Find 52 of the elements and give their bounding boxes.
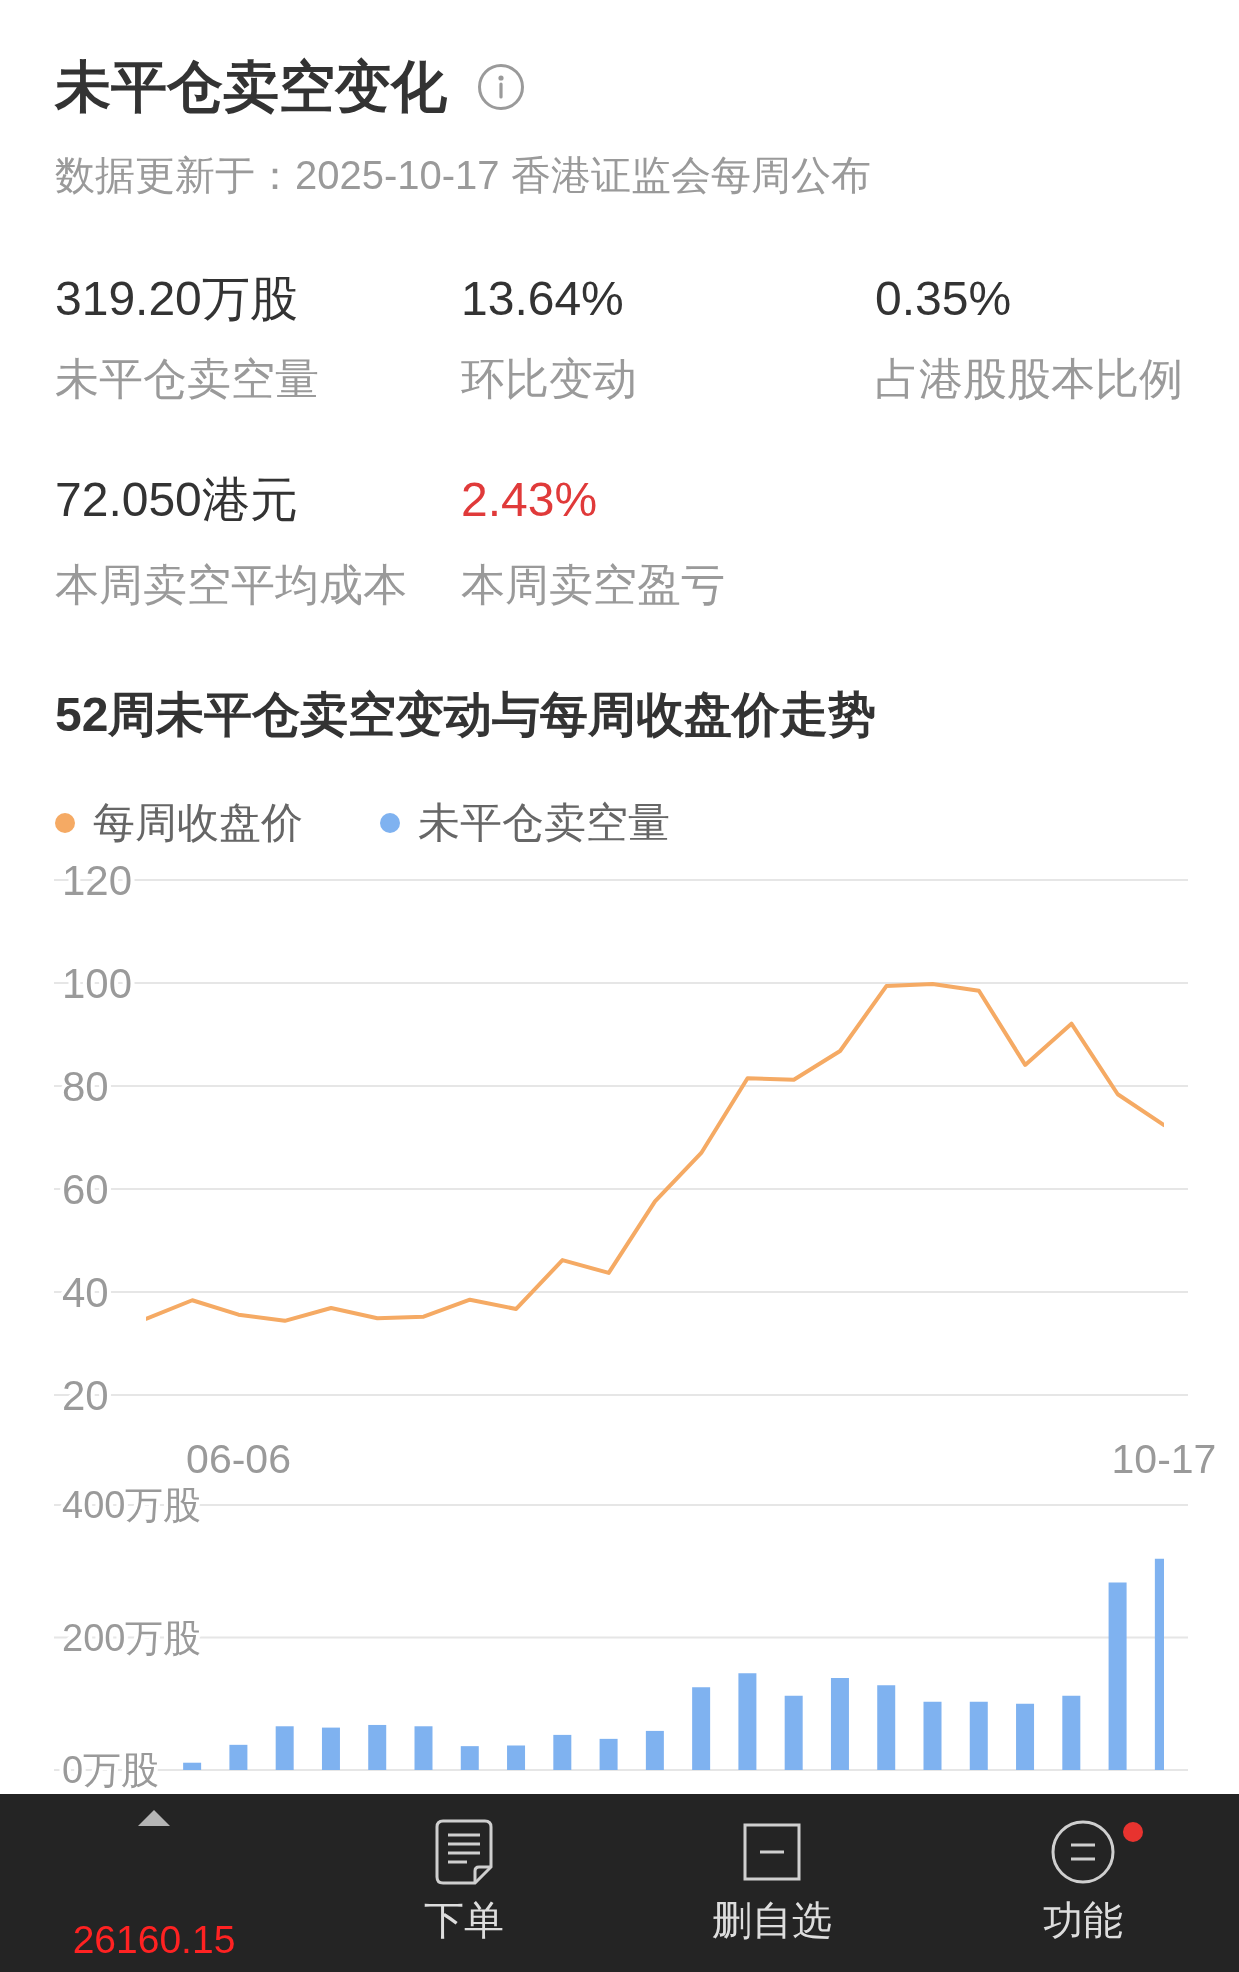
text: 功能 [1042,1897,1124,1944]
y-tick-label: 0万股 [62,1749,160,1791]
bar [368,1724,387,1770]
text: 占港股股本比例 [875,353,1183,405]
text: 未平仓卖空量 [55,353,319,405]
text: 26160.15 [71,1917,237,1963]
text: 下单 [423,1897,505,1944]
bar [923,1701,942,1770]
x-tick-label: 06-06 [186,1436,291,1482]
text: 13.64% [461,271,624,327]
bar [738,1673,757,1770]
text: 319.20万股 [55,271,298,327]
line-series [146,982,1164,1323]
x-tick-label: 10-17 [1111,1436,1217,1482]
y-tick-label: 200万股 [62,1616,202,1659]
chart-title: 52周未平仓卖空变动与每周收盘价走势 [55,687,877,743]
bar [1016,1703,1035,1770]
bar [275,1726,294,1770]
bar [692,1687,711,1770]
text: 未平仓卖空变化 [55,54,447,120]
y-tick-label: 80 [62,1062,109,1110]
text: 本周卖空盈亏 [461,559,725,611]
text: 72.050港元 [55,472,298,528]
y-tick-label: 20 [62,1371,109,1419]
bar [183,1762,202,1770]
bar [1062,1695,1081,1770]
bar [599,1738,618,1770]
y-tick-label: 60 [62,1165,109,1213]
bar [784,1695,803,1770]
bar [877,1685,896,1770]
y-tick-label: 120 [62,856,133,904]
text: 2.43% [461,472,598,528]
bar [414,1726,433,1770]
bar [229,1744,248,1770]
text: 环比变动 [461,353,637,405]
legend-label: 每周收盘价 [93,798,303,848]
text: 本周卖空平均成本 [55,559,407,611]
bar [553,1734,572,1770]
bar [507,1745,526,1770]
bar [1108,1582,1127,1770]
text: 数据更新于：2025-10-17 香港证监会每周公布 [55,152,871,199]
y-tick-label: 40 [62,1268,109,1316]
bar [460,1746,479,1770]
text: 0.35% [875,271,1012,327]
legend-label: 未平仓卖空量 [418,798,670,848]
text: 删自选 [711,1897,833,1944]
bar [321,1727,340,1770]
bar [645,1730,664,1770]
bar [830,1677,849,1770]
y-tick-label: 100 [62,959,133,1007]
bar [969,1701,988,1770]
y-tick-label: 400万股 [62,1484,202,1526]
